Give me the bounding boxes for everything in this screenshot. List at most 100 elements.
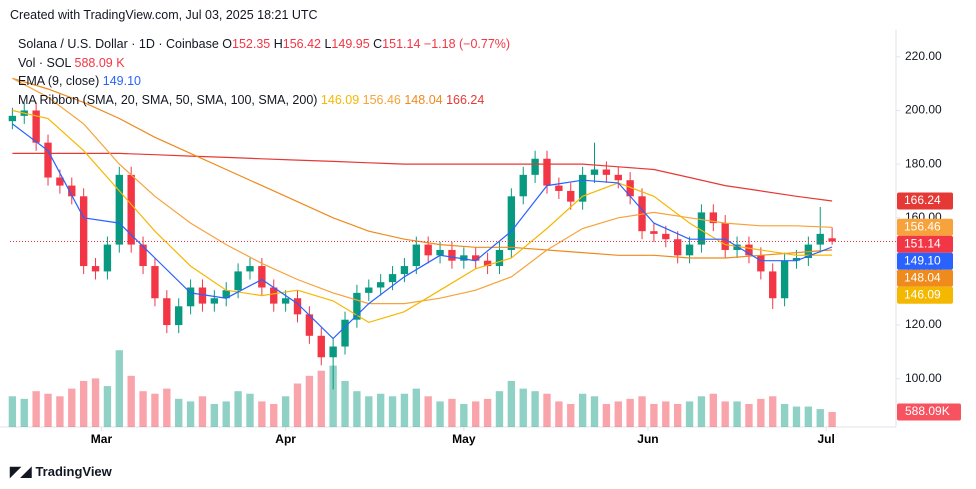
volume-bar xyxy=(567,403,575,427)
candle-body xyxy=(234,271,242,291)
candle-body xyxy=(210,298,219,304)
change: −1.18 xyxy=(423,37,456,51)
price-tag-label: 166.24 xyxy=(904,193,941,207)
candle-body xyxy=(151,266,159,299)
volume-bar xyxy=(246,393,254,427)
volume-bar xyxy=(103,386,112,427)
volume-bar xyxy=(543,393,551,427)
price-tag-label: 148.04 xyxy=(904,270,941,284)
candle-body xyxy=(270,287,278,304)
volume-bar xyxy=(709,393,717,427)
candle-body xyxy=(495,249,504,267)
ribbon-value: 166.24 xyxy=(446,92,485,107)
volume-bar xyxy=(507,380,516,427)
volume-bar xyxy=(555,401,563,427)
candle-body xyxy=(543,158,551,186)
volume-bar xyxy=(721,401,729,427)
ohlc-label: C xyxy=(373,37,383,51)
price-tag xyxy=(897,218,953,236)
candle-body xyxy=(709,212,717,224)
volume-bar xyxy=(353,391,361,427)
x-tick-label: Jul xyxy=(818,432,835,446)
candle-body xyxy=(626,180,634,197)
volume-bar xyxy=(388,396,397,427)
candle-body xyxy=(127,174,135,245)
ohlc-label: L xyxy=(324,37,332,51)
volume-bar xyxy=(127,375,135,427)
volume-bar xyxy=(804,406,813,427)
volume-bar xyxy=(281,396,290,427)
volume-row: Vol · SOL 588.09 K xyxy=(18,54,510,73)
header: Created with TradingView.com, Jul 03, 20… xyxy=(10,8,318,22)
volume-bar xyxy=(258,401,266,427)
volume-name: Vol · SOL xyxy=(18,55,72,70)
volume-bar xyxy=(650,403,658,427)
volume-bar xyxy=(436,401,444,427)
volume-bar xyxy=(20,398,28,427)
volume-bar xyxy=(578,393,587,427)
ema-value: 149.10 xyxy=(102,74,141,88)
ma-line xyxy=(12,77,833,259)
volume-bar xyxy=(56,396,64,427)
candle-body xyxy=(650,231,658,234)
candle-body xyxy=(662,233,670,240)
volume-bar xyxy=(163,388,171,427)
candle-body xyxy=(519,174,527,197)
candle-body xyxy=(353,292,361,320)
candle-body xyxy=(186,287,195,307)
volume-bar xyxy=(673,403,682,427)
candle-body xyxy=(68,185,76,197)
candle-body xyxy=(305,314,314,336)
candle-body xyxy=(246,266,254,272)
volume-bar xyxy=(151,393,159,427)
volume-bar xyxy=(210,403,219,427)
candle-body xyxy=(460,255,468,261)
volume-bar xyxy=(270,403,278,427)
ma-line xyxy=(12,123,833,340)
candle-body xyxy=(376,282,385,288)
candle-body xyxy=(697,212,706,245)
candle-body xyxy=(412,244,420,267)
volume-bar xyxy=(531,391,539,427)
volume-tag xyxy=(897,403,961,421)
candle-body xyxy=(792,258,801,261)
volume-bar xyxy=(602,403,611,427)
candle-body xyxy=(163,298,171,326)
volume-bar xyxy=(448,398,456,427)
volume-bar xyxy=(32,391,40,427)
candle-body xyxy=(567,190,575,202)
candle-body xyxy=(293,298,302,315)
y-tick-label: 120.00 xyxy=(905,317,942,331)
symbol-row: Solana / U.S. Dollar · 1D · Coinbase O15… xyxy=(18,35,510,54)
volume-bar xyxy=(44,393,52,427)
volume-bar xyxy=(614,401,622,427)
logo-icon: ◤◢ xyxy=(10,463,36,479)
volume-bar xyxy=(662,401,670,427)
candle-body xyxy=(590,169,599,175)
ema-row: EMA (9, close) 149.10 xyxy=(18,72,510,91)
volume-bar xyxy=(412,388,420,427)
volume-bar xyxy=(626,398,634,427)
candle-body xyxy=(448,249,456,261)
candle-body xyxy=(258,266,266,288)
symbol: Solana / U.S. Dollar · 1D · Coinbase xyxy=(18,37,219,51)
ma-line xyxy=(12,77,833,305)
volume-bar xyxy=(483,398,492,427)
candle-body xyxy=(507,196,516,250)
y-tick-label: 180.00 xyxy=(905,156,942,170)
ribbon-title: MA Ribbon (SMA, 20, SMA, 50, SMA, 100, S… xyxy=(18,92,318,107)
volume-bar xyxy=(8,396,17,427)
candle-body xyxy=(780,260,789,299)
ema-title: EMA (9, close) xyxy=(18,74,100,88)
volume-bar xyxy=(198,396,207,427)
candle-body xyxy=(56,177,64,186)
volume-bar xyxy=(222,401,230,427)
volume-bar xyxy=(780,403,789,427)
candle-body xyxy=(32,110,40,143)
volume-bar xyxy=(68,388,76,427)
x-tick-label: May xyxy=(452,432,476,446)
volume-bar xyxy=(519,388,527,427)
candle-body xyxy=(555,185,563,191)
volume-bar xyxy=(424,396,432,427)
y-tick-label: 100.00 xyxy=(905,371,942,385)
